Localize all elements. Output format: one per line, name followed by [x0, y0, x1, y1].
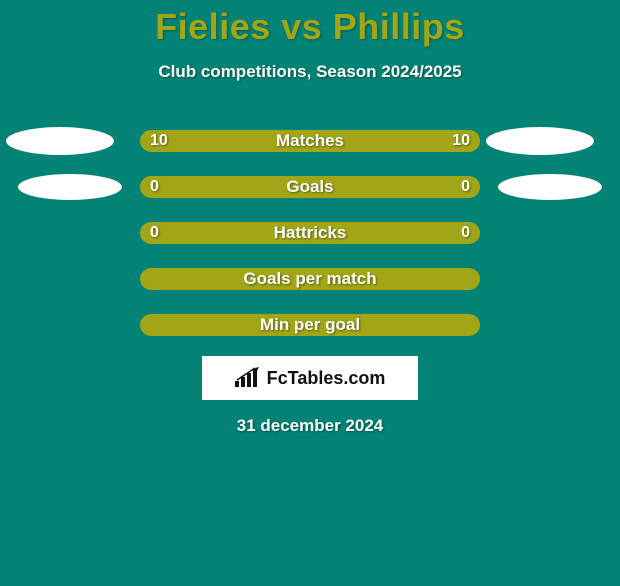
stat-label: Min per goal [140, 314, 480, 336]
stat-label: Hattricks [140, 222, 480, 244]
stat-label: Goals [140, 176, 480, 198]
comparison-row: Goals per match [0, 268, 620, 290]
stat-value-left: 10 [150, 130, 168, 152]
stat-bar: Min per goal [140, 314, 480, 336]
date-label: 31 december 2024 [0, 416, 620, 436]
logo: FcTables.com [202, 356, 418, 400]
stat-label: Matches [140, 130, 480, 152]
player-marker-ellipse [498, 174, 602, 200]
stat-value-right: 0 [461, 176, 470, 198]
comparison-row: Min per goal [0, 314, 620, 336]
stat-bar: Matches10 10 [140, 130, 480, 152]
stat-label: Goals per match [140, 268, 480, 290]
stat-value-left: 0 [150, 222, 159, 244]
stat-value-left: 0 [150, 176, 159, 198]
stat-bar: Goals per match [140, 268, 480, 290]
stat-value-right: 10 [452, 130, 470, 152]
player-marker-ellipse [18, 174, 122, 200]
stat-bar: Goals0 0 [140, 176, 480, 198]
page-title: Fielies vs Phillips [0, 6, 620, 48]
player-marker-ellipse [6, 127, 114, 155]
player-marker-ellipse [486, 127, 594, 155]
subtitle: Club competitions, Season 2024/2025 [0, 62, 620, 82]
logo-text-prefix: Fc [267, 368, 288, 388]
comparison-row: Matches10 10 [0, 130, 620, 152]
comparison-rows: Matches1010Goals00Hattricks00Goals per m… [0, 130, 620, 336]
stat-bar: Hattricks0 0 [140, 222, 480, 244]
bar-chart-icon [235, 367, 261, 389]
comparison-row: Hattricks0 0 [0, 222, 620, 244]
stat-value-right: 0 [461, 222, 470, 244]
logo-text-suffix: Tables.com [288, 368, 386, 388]
logo-text: FcTables.com [267, 368, 386, 389]
comparison-row: Goals0 0 [0, 176, 620, 198]
